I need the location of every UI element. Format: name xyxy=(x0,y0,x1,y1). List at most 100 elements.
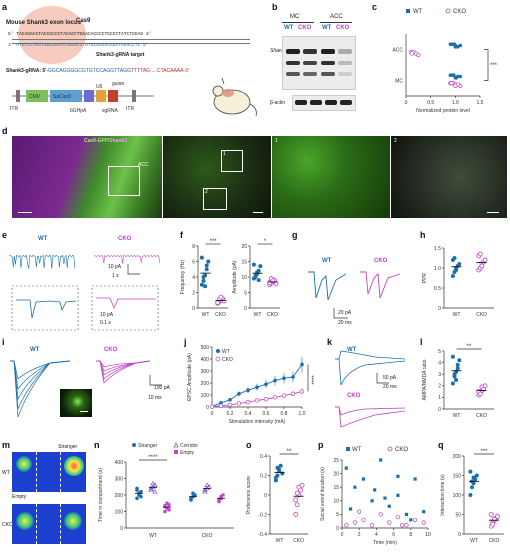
trace-wt xyxy=(308,271,347,301)
data-point-stranger xyxy=(189,496,193,501)
chart-j: 0 100 200 300 400 500 0 0.2 0.4 0.6 0.8 1.0 Stimulat… xyxy=(187,345,318,425)
data-point-wt xyxy=(246,388,250,392)
data-point-cko xyxy=(477,391,483,397)
y-tick-label: 500 xyxy=(201,345,210,351)
trace-wt-ampa xyxy=(335,358,406,386)
panel-label-m: m xyxy=(2,440,11,450)
y-axis-label: Interaction time (s) xyxy=(440,474,446,516)
data-point-wt xyxy=(273,478,278,483)
data-point-wt xyxy=(273,475,278,480)
data-point-cko xyxy=(293,497,299,503)
sig-label: *** xyxy=(490,63,498,69)
acc-label: ACC xyxy=(330,14,343,20)
x-tick-label-cko: CKO xyxy=(202,533,213,539)
y-tick-label: 2 xyxy=(438,384,441,390)
g-cko-label: CKO xyxy=(374,258,388,264)
data-point-wt xyxy=(204,267,209,272)
data-point-corridor xyxy=(202,487,208,492)
sig-label: *** xyxy=(480,449,488,455)
data-point-cko xyxy=(395,514,401,520)
y-tick-label: 0 xyxy=(438,306,441,312)
data-point-wt xyxy=(457,358,462,363)
trace-cko-ampa xyxy=(335,406,406,416)
x-tick-label-wt: WT xyxy=(470,538,478,544)
data-point-cko xyxy=(221,298,227,304)
mc-label: MC xyxy=(290,14,300,20)
y-tick-label: 0 xyxy=(264,493,267,499)
cko-label-acc: CKO xyxy=(336,25,350,31)
cas9-highlight xyxy=(18,6,86,64)
data-point-wt xyxy=(452,372,457,377)
data-point-cko xyxy=(490,521,496,527)
x-axis-label: Time (min) xyxy=(373,540,397,546)
data-point-cko xyxy=(477,251,483,257)
g-scale-20pa: 20 pA xyxy=(338,310,352,316)
panel-label-h: h xyxy=(420,230,426,240)
panel-f: f 0 2 4 6 8 Frequency (Hz) WT CKO *** 0 5 10 15 20 Amp… xyxy=(178,228,288,333)
data-point-cko xyxy=(400,523,405,528)
data-point-wt xyxy=(255,385,259,389)
data-point-wt xyxy=(361,477,366,481)
shank3-blot xyxy=(282,36,356,90)
y-tick-label: 0.5 xyxy=(434,286,441,292)
grna-tail: TTTTAG.....CTACAAAA-3' xyxy=(131,68,189,74)
trace-cko-nmda xyxy=(335,406,406,428)
i-scale-10ms: 10 ms xyxy=(148,395,162,401)
cmv-label: CMV xyxy=(29,94,41,100)
data-point-cko xyxy=(369,523,375,528)
y-cat-label-acc: ACC xyxy=(392,48,403,54)
g-wt-label: WT xyxy=(322,258,332,264)
y-axis-label: Preference score xyxy=(246,476,252,514)
cas9-label: Cas9 xyxy=(76,18,91,24)
panel-label-k: k xyxy=(327,337,333,347)
y-tick-label: 200 xyxy=(453,454,462,460)
y-tick-label: 100 xyxy=(201,393,210,399)
y-tick-label: 300 xyxy=(115,476,124,482)
acc-bar xyxy=(320,22,352,23)
data-point-wt-acc xyxy=(452,42,457,46)
y-tick-label: 0 xyxy=(438,407,441,413)
data-point-cko xyxy=(299,389,305,394)
y-tick-label: 400 xyxy=(201,357,210,363)
data-point-cko xyxy=(263,397,269,402)
x-tick-label: 0.4 xyxy=(245,411,252,417)
data-point-cko xyxy=(482,257,488,263)
x-tick-label: 10 xyxy=(425,532,431,538)
data-point-wt xyxy=(468,469,473,474)
y-tick-label: 0 xyxy=(336,526,339,532)
data-point-wt xyxy=(450,274,455,278)
k-cko-label: CKO xyxy=(347,393,361,399)
data-point-wt xyxy=(450,381,455,386)
x-tick-label-wt: WT xyxy=(453,312,461,318)
data-point-cko xyxy=(290,391,296,396)
data-point-cko-acc xyxy=(416,52,421,57)
trace-e xyxy=(9,254,161,331)
panel-k: k WT CKO 50 pA 20 ms xyxy=(325,335,415,435)
seq-divider xyxy=(12,39,250,44)
y-tick-label: 50 xyxy=(455,512,461,518)
data-point-cko xyxy=(272,395,278,400)
panel-m: m Stranger WT Empty CKO xyxy=(0,438,92,555)
panel-h: h 0 0.5 1.0 1.5 PPR WT CKO xyxy=(418,228,510,333)
data-point-wt xyxy=(468,493,473,497)
data-point-cko xyxy=(488,512,494,517)
data-point-cko xyxy=(273,281,279,287)
data-point-corridor xyxy=(150,480,156,486)
y-tick-label: 15 xyxy=(241,259,247,265)
y-axis-label: PPR xyxy=(422,272,428,283)
chart-c: 0 0.5 1.0 1.5 Normalized protein level WT CKO A… xyxy=(392,8,498,114)
sgrna-box xyxy=(108,90,118,102)
y-tick-label: 15 xyxy=(333,485,339,491)
y-tick-label: -0.4 xyxy=(258,532,267,538)
panel-label-l: l xyxy=(420,337,423,347)
y-tick-label: 5 xyxy=(336,512,339,518)
data-point-cko xyxy=(218,294,224,300)
scalebar-k xyxy=(376,373,389,384)
e-scale-01s: 0.1 s xyxy=(100,320,111,326)
data-point-wt xyxy=(264,382,268,386)
y-tick-label: 1.0 xyxy=(434,266,441,272)
data-point-cko xyxy=(218,403,224,408)
panel-label-f: f xyxy=(180,230,183,240)
k-scale-20ms: 20 ms xyxy=(383,384,397,390)
y-tick-label: 1 xyxy=(438,395,441,401)
